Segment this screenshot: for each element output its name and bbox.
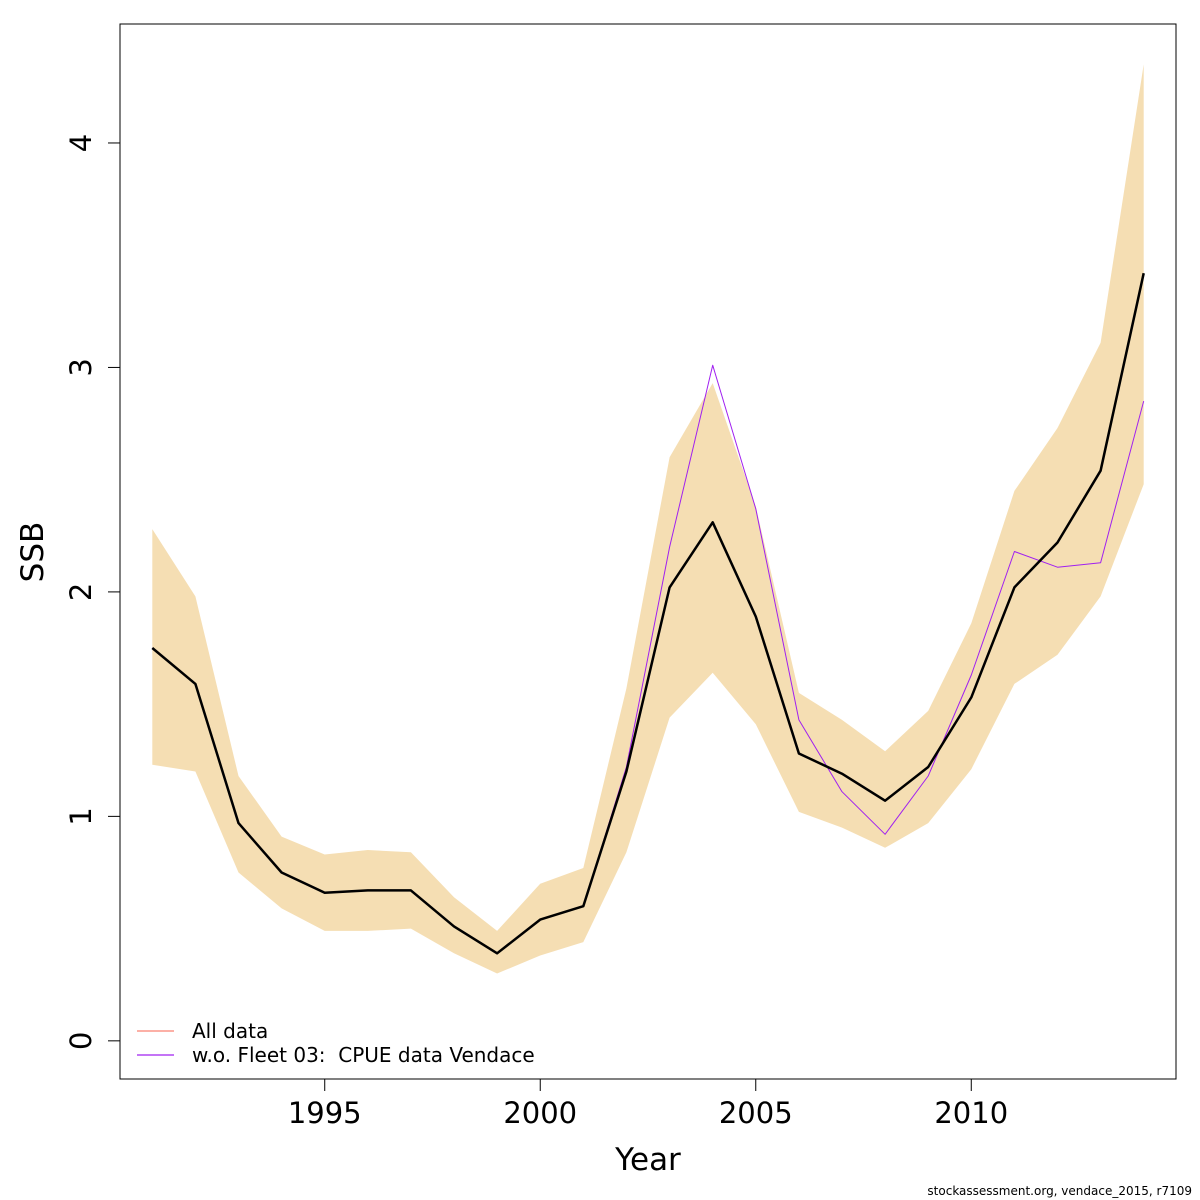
series-line-all-data (151, 272, 1145, 955)
y-tick-label: 4 (64, 134, 98, 152)
x-tick-label: 2005 (719, 1096, 793, 1130)
x-tick-label: 1995 (288, 1096, 362, 1130)
x-axis: 1995 2000 2005 2010 (288, 1078, 1008, 1130)
y-axis: 0 1 2 3 4 (64, 134, 121, 1050)
confidence-band (152, 64, 1144, 974)
y-axis-title: SSB (15, 522, 51, 583)
legend: All data w.o. Fleet 03: CPUE data Vendac… (137, 1019, 535, 1067)
series-layer (151, 272, 1145, 955)
legend-label-all-data: All data (192, 1019, 268, 1043)
footer-credit: stockassessment.org, vendace_2015, r7109 (927, 1184, 1192, 1198)
legend-label-without-fleet-03: w.o. Fleet 03: CPUE data Vendace (192, 1043, 535, 1067)
confidence-band-layer (152, 64, 1144, 974)
x-tick-label: 2010 (934, 1096, 1008, 1130)
x-tick-label: 2000 (503, 1096, 577, 1130)
y-tick-label: 1 (64, 807, 98, 825)
y-tick-label: 0 (64, 1032, 98, 1050)
x-axis-title: Year (614, 1142, 681, 1178)
y-tick-label: 3 (64, 358, 98, 376)
y-tick-label: 2 (64, 583, 98, 601)
